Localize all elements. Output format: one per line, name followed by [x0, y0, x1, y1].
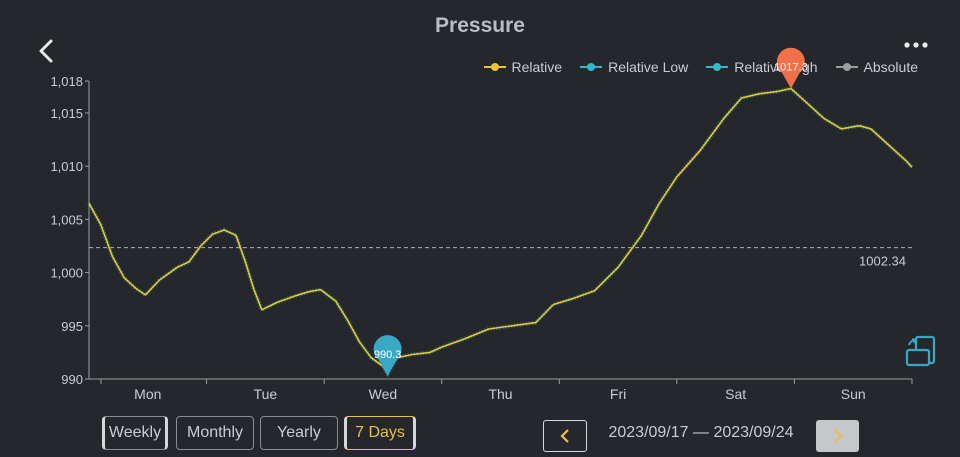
- chevron-left-icon: [560, 429, 569, 443]
- y-tick-label: 1,015: [50, 106, 83, 121]
- x-tick-label: Tue: [254, 386, 278, 402]
- legend-swatch-absolute: [835, 63, 858, 71]
- seven-days-button[interactable]: 7 Days: [344, 416, 416, 450]
- more-icon[interactable]: [902, 38, 930, 52]
- y-tick-label: 1,018: [50, 74, 83, 89]
- weekly-button[interactable]: Weekly: [102, 416, 168, 450]
- back-icon[interactable]: [34, 36, 62, 66]
- yearly-button[interactable]: Yearly: [260, 416, 338, 450]
- x-tick-label: Mon: [134, 386, 161, 402]
- y-tick-label: 1,000: [50, 266, 83, 281]
- legend-label: Relative Low: [608, 59, 689, 75]
- legend-item-relative[interactable]: Relative: [483, 58, 563, 76]
- y-tick-label: 1,010: [50, 159, 83, 174]
- x-tick-label: Wed: [369, 386, 398, 402]
- chevron-right-icon: [833, 429, 843, 443]
- min-marker: 990.3: [373, 335, 402, 376]
- max-marker-pin: [776, 47, 805, 89]
- max-marker: 1017.3: [774, 47, 808, 89]
- x-tick-label: Sun: [841, 386, 866, 402]
- legend-swatch-relative: [483, 63, 506, 71]
- next-week-button[interactable]: [816, 420, 859, 452]
- legend-label: Relative: [511, 59, 563, 75]
- chart-legend: Relative Relative Low Relative High Abso…: [483, 58, 918, 76]
- legend-item-absolute[interactable]: Absolute: [835, 58, 918, 76]
- rotate-screen-icon[interactable]: [904, 334, 938, 368]
- page-title: Pressure: [435, 14, 525, 37]
- y-tick-label: 990: [61, 372, 83, 387]
- x-tick-label: Fri: [610, 386, 626, 402]
- x-tick-label: Sat: [725, 386, 746, 402]
- y-tick-label: 1,005: [50, 212, 83, 227]
- legend-swatch-relative-low: [580, 63, 603, 71]
- min-marker-label: 990.3: [374, 349, 402, 361]
- min-marker-pin: [373, 335, 402, 376]
- monthly-button[interactable]: Monthly: [176, 416, 254, 450]
- series-relative-halo: [87, 86, 914, 378]
- legend-swatch-relative-high: [706, 63, 729, 71]
- y-tick-label: 995: [61, 319, 83, 334]
- pressure-chart: 990 995 1,000 1,005 1,010 1,015 1,018 Mon Tue Wed…: [50, 47, 914, 402]
- legend-label: Absolute: [863, 59, 918, 75]
- series-relative-line: [88, 87, 913, 375]
- previous-week-button[interactable]: [543, 420, 587, 452]
- x-tick-label: Thu: [488, 386, 512, 402]
- reference-line-label: 1002.34: [859, 254, 906, 269]
- date-range: 2023/09/17 — 2023/09/24: [608, 424, 794, 441]
- legend-item-relative-low[interactable]: Relative Low: [580, 58, 688, 76]
- max-marker-label: 1017.3: [774, 61, 808, 73]
